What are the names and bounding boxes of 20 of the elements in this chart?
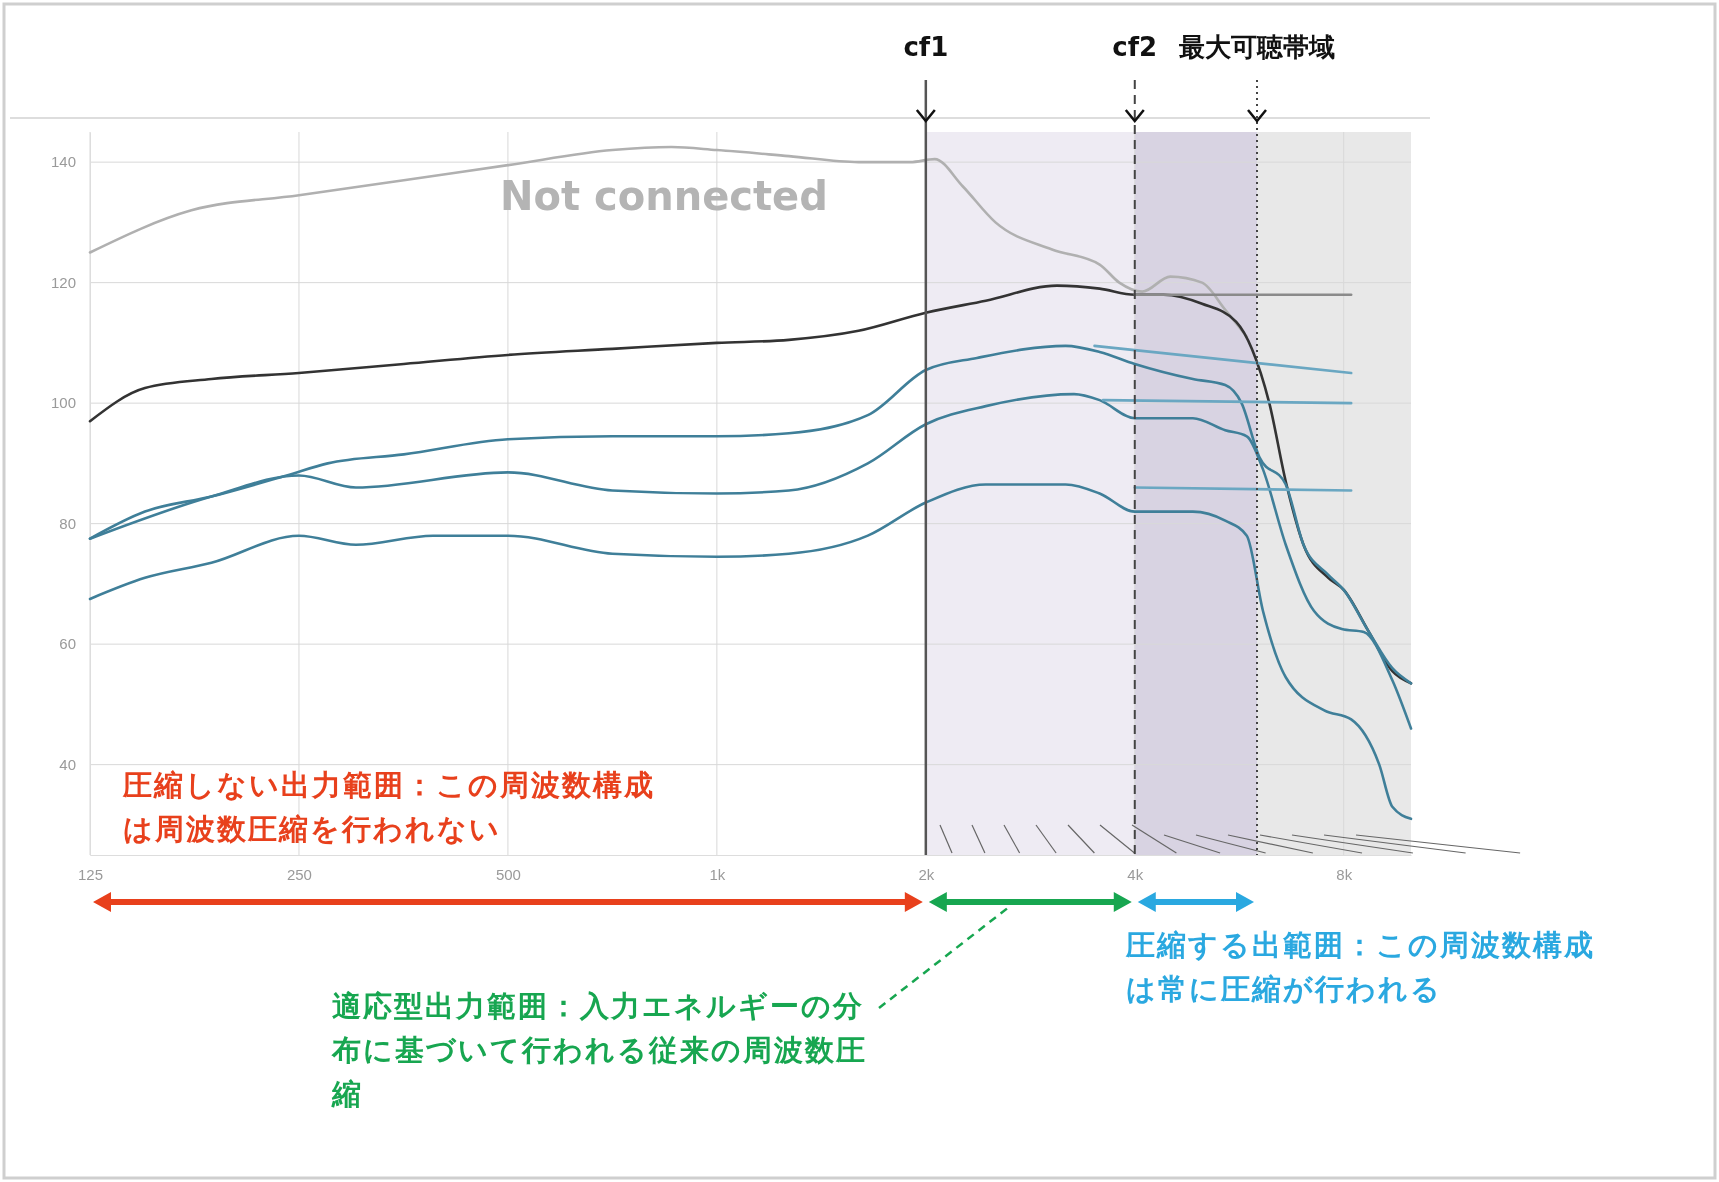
text: 適応型出力範囲：入力エネルギーの分布に基づいて行われる従来の周波数圧縮 [331, 989, 867, 1111]
x-tick-label: 4k [1127, 865, 1144, 883]
annotation: 圧縮しない出力範囲：この周波数構成は周波数圧縮を行われない [122, 768, 655, 846]
y-tick-label: 120 [50, 273, 76, 291]
y-tick-label: 100 [50, 394, 76, 412]
x-tick-label: 500 [495, 865, 521, 883]
ref-line-label: 最大可聴帯域 [1178, 32, 1336, 62]
y-tick-label: 140 [50, 153, 76, 171]
y-tick-label: 80 [59, 514, 76, 532]
x-tick-label: 125 [77, 865, 104, 883]
x-tick-label: 2k [918, 865, 935, 883]
annotation: Not connected [500, 173, 828, 219]
x-tick-label: 1k [709, 865, 726, 883]
ref-line-label: cf2 [1112, 32, 1158, 62]
x-tick-label: 250 [286, 865, 312, 883]
text: 圧縮する出範囲：この周波数構成は常に圧縮が行われる [1125, 928, 1595, 1006]
ref-line-label: cf1 [903, 32, 949, 62]
y-tick-label: 40 [59, 755, 76, 773]
y-tick-label: 60 [59, 635, 76, 653]
x-tick-label: 8k [1336, 865, 1353, 883]
